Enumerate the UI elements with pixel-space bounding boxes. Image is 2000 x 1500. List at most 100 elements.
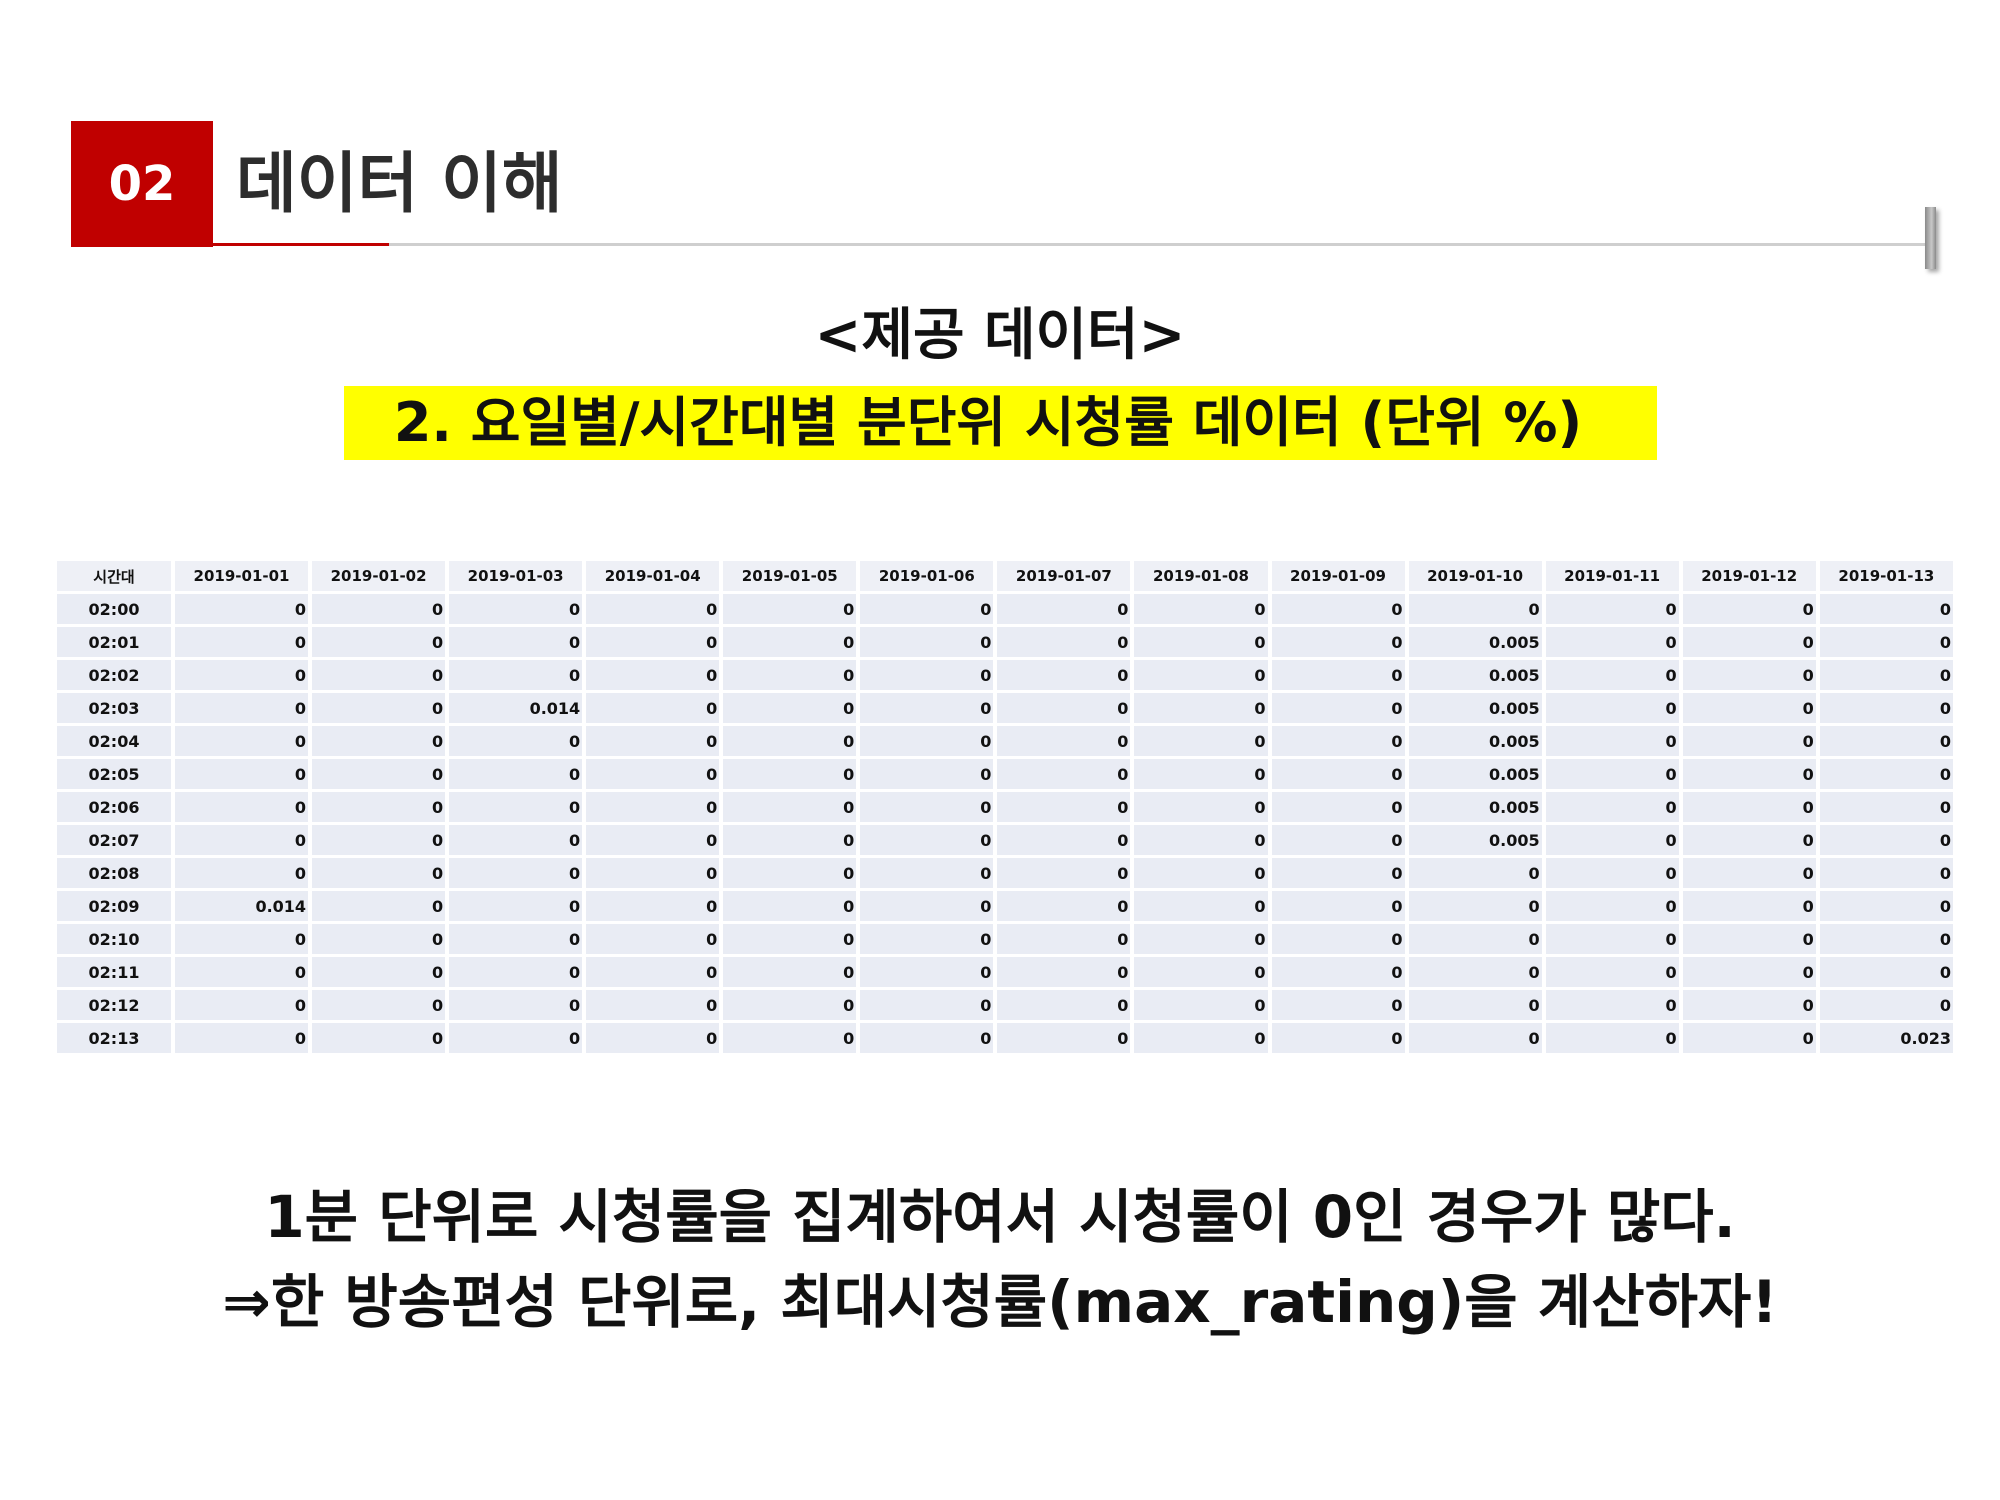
rating-cell: 0.005 xyxy=(1408,759,1542,789)
rating-cell: 0 xyxy=(860,858,994,888)
rating-cell: 0 xyxy=(586,594,720,624)
table-row: 02:06 0 0 0 0 0 0 0 0 0 0.005 0 0 0 xyxy=(57,792,1953,822)
rating-cell: 0 xyxy=(1408,858,1542,888)
rating-cell: 0 xyxy=(860,957,994,987)
rating-cell: 0 xyxy=(1819,726,1953,756)
rating-cell: 0 xyxy=(1271,792,1405,822)
rating-cell: 0 xyxy=(1545,627,1679,657)
rating-cell: 0 xyxy=(1545,891,1679,921)
column-header-date: 2019-01-08 xyxy=(1134,561,1268,591)
rating-cell: 0 xyxy=(1134,1023,1268,1053)
rating-cell: 0 xyxy=(1271,858,1405,888)
table-row: 02:10 0 0 0 0 0 0 0 0 0 0 0 0 0 xyxy=(57,924,1953,954)
rating-cell: 0 xyxy=(860,594,994,624)
rating-cell: 0.005 xyxy=(1408,660,1542,690)
rating-cell: 0 xyxy=(449,990,583,1020)
rating-cell: 0 xyxy=(312,1023,446,1053)
rating-cell: 0 xyxy=(586,726,720,756)
rating-cell: 0 xyxy=(1408,1023,1542,1053)
time-cell: 02:09 xyxy=(57,891,171,921)
rating-cell: 0 xyxy=(586,660,720,690)
rating-cell: 0 xyxy=(312,891,446,921)
rating-cell: 0.005 xyxy=(1408,627,1542,657)
column-header-date: 2019-01-09 xyxy=(1271,561,1405,591)
rating-cell: 0 xyxy=(997,594,1131,624)
rating-cell: 0 xyxy=(1819,759,1953,789)
rating-cell: 0 xyxy=(1819,891,1953,921)
rating-cell: 0 xyxy=(312,726,446,756)
rating-cell: 0 xyxy=(723,759,857,789)
note-line-2: ⇒한 방송편성 단위로, 최대시청률(max_rating)을 계산하자! xyxy=(222,1268,1778,1336)
rating-cell: 0 xyxy=(997,759,1131,789)
rating-cell: 0 xyxy=(860,759,994,789)
rating-table-container: 시간대 2019-01-01 2019-01-02 2019-01-03 2019-01… xyxy=(57,558,1953,1056)
rating-cell: 0 xyxy=(449,924,583,954)
rating-cell: 0 xyxy=(1408,990,1542,1020)
rating-cell: 0 xyxy=(449,957,583,987)
rating-cell: 0 xyxy=(175,825,309,855)
rating-cell: 0 xyxy=(1271,627,1405,657)
rating-cell: 0 xyxy=(1271,726,1405,756)
rating-cell: 0.005 xyxy=(1408,792,1542,822)
rating-cell: 0 xyxy=(1545,693,1679,723)
rating-cell: 0 xyxy=(1682,660,1816,690)
rating-cell: 0 xyxy=(1819,627,1953,657)
rating-cell: 0 xyxy=(1545,792,1679,822)
rating-cell: 0 xyxy=(312,858,446,888)
rating-cell: 0 xyxy=(312,660,446,690)
column-header-date: 2019-01-01 xyxy=(175,561,309,591)
column-header-date: 2019-01-11 xyxy=(1545,561,1679,591)
rating-cell: 0 xyxy=(312,792,446,822)
rating-cell: 0 xyxy=(1819,858,1953,888)
table-row: 02:09 0.014 0 0 0 0 0 0 0 0 0 0 0 0 xyxy=(57,891,1953,921)
rating-cell: 0 xyxy=(449,1023,583,1053)
time-cell: 02:11 xyxy=(57,957,171,987)
table-body: 02:00 0 0 0 0 0 0 0 0 0 0 0 0 0 02:01 0 0 0 0 0 0 0 0 0 0.005 0 0 0… xyxy=(57,594,1953,1053)
rating-cell: 0 xyxy=(1408,891,1542,921)
rating-cell: 0 xyxy=(1682,858,1816,888)
table-row: 02:00 0 0 0 0 0 0 0 0 0 0 0 0 0 xyxy=(57,594,1953,624)
table-row: 02:07 0 0 0 0 0 0 0 0 0 0.005 0 0 0 xyxy=(57,825,1953,855)
time-cell: 02:04 xyxy=(57,726,171,756)
rating-cell: 0 xyxy=(1682,1023,1816,1053)
rating-cell: 0 xyxy=(1271,594,1405,624)
rating-cell: 0 xyxy=(312,924,446,954)
rating-cell: 0 xyxy=(312,957,446,987)
rating-cell: 0 xyxy=(586,957,720,987)
rating-cell: 0 xyxy=(449,660,583,690)
rating-cell: 0 xyxy=(723,693,857,723)
time-cell: 02:00 xyxy=(57,594,171,624)
time-cell: 02:12 xyxy=(57,990,171,1020)
rating-cell: 0 xyxy=(1545,726,1679,756)
rating-cell: 0 xyxy=(312,594,446,624)
rating-cell: 0 xyxy=(1682,891,1816,921)
rating-cell: 0 xyxy=(1134,726,1268,756)
rating-cell: 0 xyxy=(1545,660,1679,690)
rating-cell: 0 xyxy=(723,792,857,822)
rating-cell: 0 xyxy=(1819,990,1953,1020)
rating-cell: 0 xyxy=(1545,1023,1679,1053)
rating-cell: 0 xyxy=(1545,990,1679,1020)
rating-cell: 0 xyxy=(175,792,309,822)
rating-cell: 0 xyxy=(997,924,1131,954)
column-header-time: 시간대 xyxy=(57,561,171,591)
rating-cell: 0 xyxy=(1545,924,1679,954)
rating-cell: 0 xyxy=(723,990,857,1020)
rating-cell: 0 xyxy=(312,693,446,723)
rating-cell: 0 xyxy=(1271,660,1405,690)
slide-subheading: 2. 요일별/시간대별 분단위 시청률 데이터 (단위 %) xyxy=(343,386,1657,460)
rating-cell: 0 xyxy=(1271,957,1405,987)
rating-cell: 0 xyxy=(449,825,583,855)
rating-cell: 0 xyxy=(723,957,857,987)
rating-cell: 0 xyxy=(175,1023,309,1053)
table-row: 02:11 0 0 0 0 0 0 0 0 0 0 0 0 0 xyxy=(57,957,1953,987)
rating-cell: 0 xyxy=(997,858,1131,888)
rating-cell: 0 xyxy=(860,792,994,822)
table-row: 02:04 0 0 0 0 0 0 0 0 0 0.005 0 0 0 xyxy=(57,726,1953,756)
rating-cell: 0 xyxy=(312,990,446,1020)
rating-cell: 0 xyxy=(860,924,994,954)
rating-cell: 0 xyxy=(860,825,994,855)
header-divider-accent xyxy=(213,243,389,246)
rating-cell: 0 xyxy=(1682,594,1816,624)
time-cell: 02:05 xyxy=(57,759,171,789)
